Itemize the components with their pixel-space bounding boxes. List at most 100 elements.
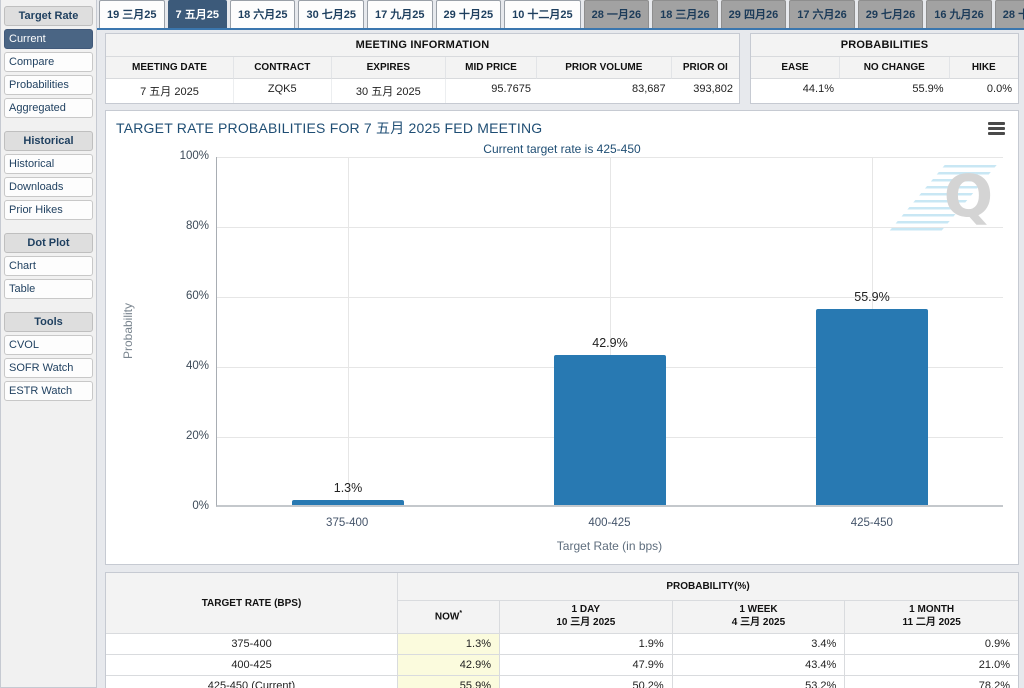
tab-meeting-18mar26[interactable]: 18 三月26 [652,0,718,28]
tab-meeting-16sep26[interactable]: 16 九月26 [926,0,992,28]
sidebar-item-sofr-watch[interactable]: SOFR Watch [4,358,93,378]
bar-value-label: 42.9% [592,335,628,350]
probability-history-table: TARGET RATE (BPS) PROBABILITY(%) NOW* 1 … [105,572,1019,688]
table-row-1week: 3.4% [672,634,846,655]
tab-meeting-17sep25[interactable]: 17 九月25 [367,0,433,28]
table-row-now: 42.9% [398,655,500,676]
contract-header: CONTRACT [233,57,332,79]
sidebar-header-historical: Historical [4,131,93,151]
probability-bar[interactable] [816,309,928,505]
prior-volume-value: 83,687 [632,83,666,95]
sidebar-header-tools: Tools [4,312,93,332]
sidebar-item-estr-watch[interactable]: ESTR Watch [4,381,93,401]
hike-value: 0.0% [986,83,1012,95]
contract-value: ZQK5 [234,79,332,103]
ytick-40: 40% [185,360,209,372]
y-axis-label: Probability [121,302,135,360]
meeting-info-panel: MEETING INFORMATION MEETING DATE CONTRAC… [105,33,740,104]
hike-header: HIKE [949,57,1018,79]
expires-header: EXPIRES [331,57,447,79]
ease-value: 44.1% [802,83,834,95]
target-rate-bps-header: TARGET RATE (BPS) [106,573,398,634]
sidebar-item-table[interactable]: Table [4,279,93,299]
category-label-425-450: 425-450 [850,517,893,529]
sidebar-item-cvol[interactable]: CVOL [4,335,93,355]
table-row-now: 1.3% [398,634,500,655]
no-change-value: 55.9% [912,83,944,95]
x-axis-category-labels: 375-400 400-425 425-450 [216,517,1003,529]
tab-meeting-18jun25[interactable]: 18 六月25 [229,0,296,28]
tab-meeting-28jan26[interactable]: 28 一月26 [583,0,650,28]
probabilities-panel: PROBABILITIES EASE NO CHANGE HIKE 44.1% … [750,33,1019,104]
tab-meeting-7may25[interactable]: 7 五月25 [167,0,227,28]
now-header: NOW* [398,601,500,634]
ytick-100: 100% [179,150,209,162]
tab-meeting-17jun26[interactable]: 17 六月26 [789,0,855,28]
table-row-1month: 78.2% [845,676,1018,688]
chart-menu-icon[interactable] [988,120,1005,137]
sidebar-header-dot-plot: Dot Plot [4,233,93,253]
tab-meeting-29jul26[interactable]: 29 七月26 [857,0,924,28]
sidebar-item-probabilities[interactable]: Probabilities [4,75,93,95]
table-row-1month: 21.0% [845,655,1018,676]
ytick-20: 20% [185,430,209,442]
tab-meeting-30jul25[interactable]: 30 七月25 [298,0,365,28]
tab-meeting-28oct26[interactable]: 28 十月26 [994,0,1024,28]
table-row-1week: 43.4% [672,655,846,676]
table-row-1day: 1.9% [500,634,673,655]
meeting-info-title: MEETING INFORMATION [106,34,739,57]
tab-meeting-10dec25[interactable]: 10 十二月25 [504,0,581,28]
one-month-header: 1 MONTH 11 二月 2025 [845,601,1018,634]
sidebar-item-prior-hikes[interactable]: Prior Hikes [4,200,93,220]
table-row-now: 55.9% [398,676,500,688]
sidebar-item-current[interactable]: Current [4,29,93,49]
bar-value-label: 1.3% [333,481,363,496]
sidebar-item-aggregated[interactable]: Aggregated [4,98,93,118]
info-row: MEETING INFORMATION MEETING DATE CONTRAC… [105,33,1019,104]
bar-column-425-450: 55.9% [741,157,1003,505]
probability-pct-header: PROBABILITY(%) [398,573,1018,601]
table-row-rate: 400-425 [106,655,398,676]
bar-column-375-400: 1.3% [217,157,479,505]
tab-meeting-29oct25[interactable]: 29 十月25 [435,0,502,28]
tab-meeting-19mar25[interactable]: 19 三月25 [99,0,165,28]
table-row-1week: 53.2% [673,676,846,688]
table-row-rate: 425-450 (Current) [106,676,398,688]
prior-volume-header: PRIOR VOLUME [536,57,672,79]
sidebar-item-historical[interactable]: Historical [4,154,93,174]
category-label-400-425: 400-425 [588,517,631,529]
table-row-1day: 50.2% [500,676,673,688]
tab-meeting-29apr26[interactable]: 29 四月26 [720,0,787,28]
one-day-header: 1 DAY 10 三月 2025 [500,601,673,634]
table-row-rate: 375-400 [106,634,398,655]
sidebar-header-target-rate: Target Rate [4,6,93,26]
bar-value-label: 55.9% [854,290,890,305]
meeting-date-header: MEETING DATE [106,57,234,79]
one-week-header: 1 WEEK 4 三月 2025 [672,601,846,634]
sidebar-item-chart[interactable]: Chart [4,256,93,276]
no-change-header: NO CHANGE [840,57,950,79]
meeting-tabs: 19 三月25 7 五月25 18 六月25 30 七月25 17 九月25 2… [97,0,1024,30]
target-rate-chart-panel: TARGET RATE PROBABILITIES FOR 7 五月 2025 … [105,110,1019,565]
mid-price-header: MID PRICE [446,57,537,79]
chart-subtitle: Current target rate is 425-450 [483,142,641,156]
table-row-1day: 47.9% [500,655,673,676]
prior-oi-value: 393,802 [693,83,733,95]
prior-oi-header: PRIOR OI [671,57,739,79]
probability-bar[interactable] [554,354,666,505]
ytick-60: 60% [185,290,209,302]
sidebar-item-compare[interactable]: Compare [4,52,93,72]
bar-column-400-425: 42.9% [479,157,741,505]
ytick-80: 80% [185,220,209,232]
meeting-date-value: 7 五月 2025 [106,79,234,103]
chart-title: TARGET RATE PROBABILITIES FOR 7 五月 2025 … [116,120,543,136]
x-axis-label: Target Rate (in bps) [556,539,663,553]
expires-value: 30 五月 2025 [332,79,447,103]
bar-chart-plot-area: 0% 20% 40% 60% 80% 100% Probability 1.3%… [121,150,1003,512]
ease-header: EASE [751,57,840,79]
probabilities-title: PROBABILITIES [751,34,1018,57]
probability-bar[interactable] [292,500,404,505]
sidebar-item-downloads[interactable]: Downloads [4,177,93,197]
category-label-375-400: 375-400 [326,517,369,529]
mid-price-value: 95.7675 [491,83,531,95]
